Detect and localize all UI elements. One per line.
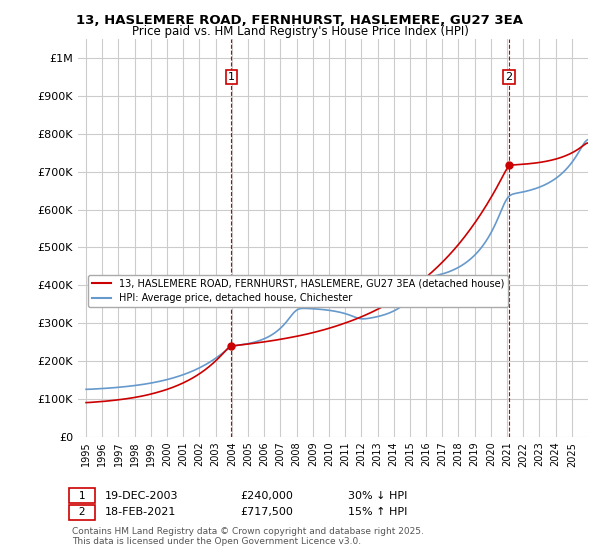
Text: 30% ↓ HPI: 30% ↓ HPI bbox=[348, 491, 407, 501]
Text: Contains HM Land Registry data © Crown copyright and database right 2025.
This d: Contains HM Land Registry data © Crown c… bbox=[72, 526, 424, 546]
Text: 19-DEC-2003: 19-DEC-2003 bbox=[105, 491, 179, 501]
Text: 2: 2 bbox=[72, 507, 92, 517]
Text: Price paid vs. HM Land Registry's House Price Index (HPI): Price paid vs. HM Land Registry's House … bbox=[131, 25, 469, 38]
Text: £717,500: £717,500 bbox=[240, 507, 293, 517]
Text: 18-FEB-2021: 18-FEB-2021 bbox=[105, 507, 176, 517]
Text: 2: 2 bbox=[505, 72, 512, 82]
Text: 1: 1 bbox=[228, 72, 235, 82]
Text: 13, HASLEMERE ROAD, FERNHURST, HASLEMERE, GU27 3EA: 13, HASLEMERE ROAD, FERNHURST, HASLEMERE… bbox=[77, 14, 523, 27]
Text: 1: 1 bbox=[72, 491, 92, 501]
Legend: 13, HASLEMERE ROAD, FERNHURST, HASLEMERE, GU27 3EA (detached house), HPI: Averag: 13, HASLEMERE ROAD, FERNHURST, HASLEMERE… bbox=[88, 274, 508, 307]
Text: 15% ↑ HPI: 15% ↑ HPI bbox=[348, 507, 407, 517]
Text: £240,000: £240,000 bbox=[240, 491, 293, 501]
